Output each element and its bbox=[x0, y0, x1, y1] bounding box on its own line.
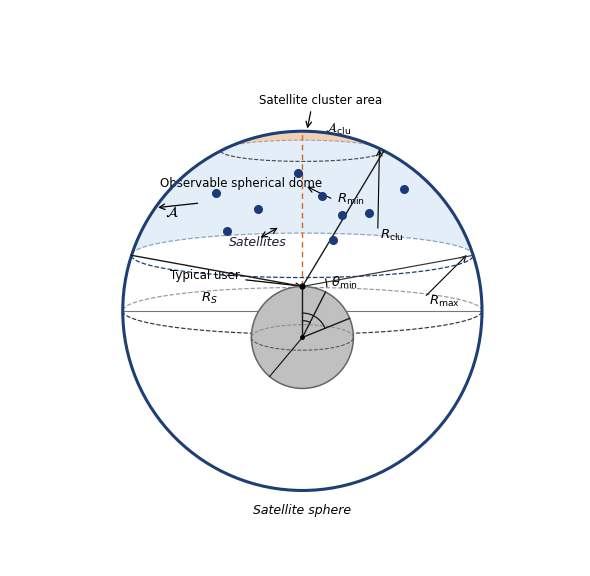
Text: Satellites: Satellites bbox=[229, 236, 287, 249]
Text: $R_\mathrm{E}$: $R_\mathrm{E}$ bbox=[309, 358, 326, 373]
Polygon shape bbox=[221, 131, 384, 151]
Text: Typical user: Typical user bbox=[171, 269, 300, 288]
Text: Observable spherical dome: Observable spherical dome bbox=[160, 177, 323, 190]
Text: $\phi$: $\phi$ bbox=[275, 317, 286, 334]
Text: Satellite sphere: Satellite sphere bbox=[253, 504, 352, 517]
Text: $R_\mathrm{clu}$: $R_\mathrm{clu}$ bbox=[380, 228, 404, 243]
Text: $\mathcal{A}$: $\mathcal{A}$ bbox=[165, 205, 179, 220]
Text: $R_\mathrm{max}$: $R_\mathrm{max}$ bbox=[429, 294, 460, 309]
Text: $R_\mathrm{min}$: $R_\mathrm{min}$ bbox=[336, 192, 365, 207]
Text: $\mathcal{A}_\mathrm{clu}$: $\mathcal{A}_\mathrm{clu}$ bbox=[325, 121, 351, 137]
Text: $\phi_\mathrm{clu}$: $\phi_\mathrm{clu}$ bbox=[310, 323, 334, 339]
Text: $\theta_\mathrm{min}$: $\theta_\mathrm{min}$ bbox=[331, 275, 358, 291]
Text: Satellite cluster area: Satellite cluster area bbox=[258, 94, 382, 107]
Text: $R_S$: $R_S$ bbox=[201, 290, 217, 305]
Text: Earth: Earth bbox=[290, 339, 323, 351]
Polygon shape bbox=[132, 131, 473, 255]
Circle shape bbox=[251, 286, 353, 388]
